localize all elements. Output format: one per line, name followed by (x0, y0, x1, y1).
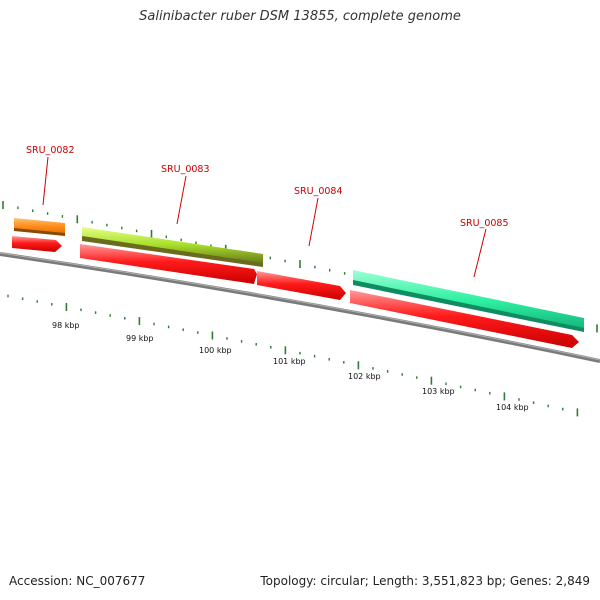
accession-text: Accession: NC_007677 (9, 574, 146, 588)
gene-labels: SRU_0082 SRU_0083 SRU_0084 SRU_0085 (26, 145, 509, 278)
gene-cyan-shadow (353, 280, 584, 332)
gene-leader-line (176, 175, 187, 225)
cds-arrow (257, 271, 346, 300)
scale-labels: 98 kbp 99 kbp 100 kbp 101 kbp 102 kbp 10… (52, 321, 529, 412)
gene-label: SRU_0083 (161, 164, 210, 175)
scale-label: 99 kbp (126, 334, 154, 343)
cds-arrow (350, 290, 579, 348)
scale-label: 101 kbp (273, 357, 306, 366)
gene-leader-line (42, 156, 49, 206)
scale-label: 102 kbp (348, 372, 381, 381)
scale-label: 100 kbp (199, 346, 232, 355)
gene-leader-line (473, 228, 487, 278)
genome-summary-text: Topology: circular; Length: 3,551,823 bp… (260, 574, 590, 588)
feature-track (12, 218, 584, 348)
scale-label: 98 kbp (52, 321, 80, 330)
gene-yellowgreen-shadow (82, 236, 263, 267)
tick-track-bottom (7, 294, 579, 417)
map-title: Salinibacter ruber DSM 13855, complete g… (139, 9, 461, 24)
cds-arrow (80, 244, 257, 284)
gene-cyan-feature (353, 270, 584, 331)
gene-label: SRU_0085 (460, 218, 509, 229)
gene-label: SRU_0084 (294, 186, 343, 197)
gene-leader-line (308, 197, 319, 247)
backbone (0, 252, 600, 363)
gene-label: SRU_0082 (26, 145, 75, 156)
gene-orange-shadow (14, 228, 65, 236)
scale-label: 104 kbp (496, 403, 529, 412)
scale-label: 103 kbp (422, 387, 455, 396)
cds-arrow (12, 236, 62, 252)
backbone-highlight (0, 252, 600, 361)
